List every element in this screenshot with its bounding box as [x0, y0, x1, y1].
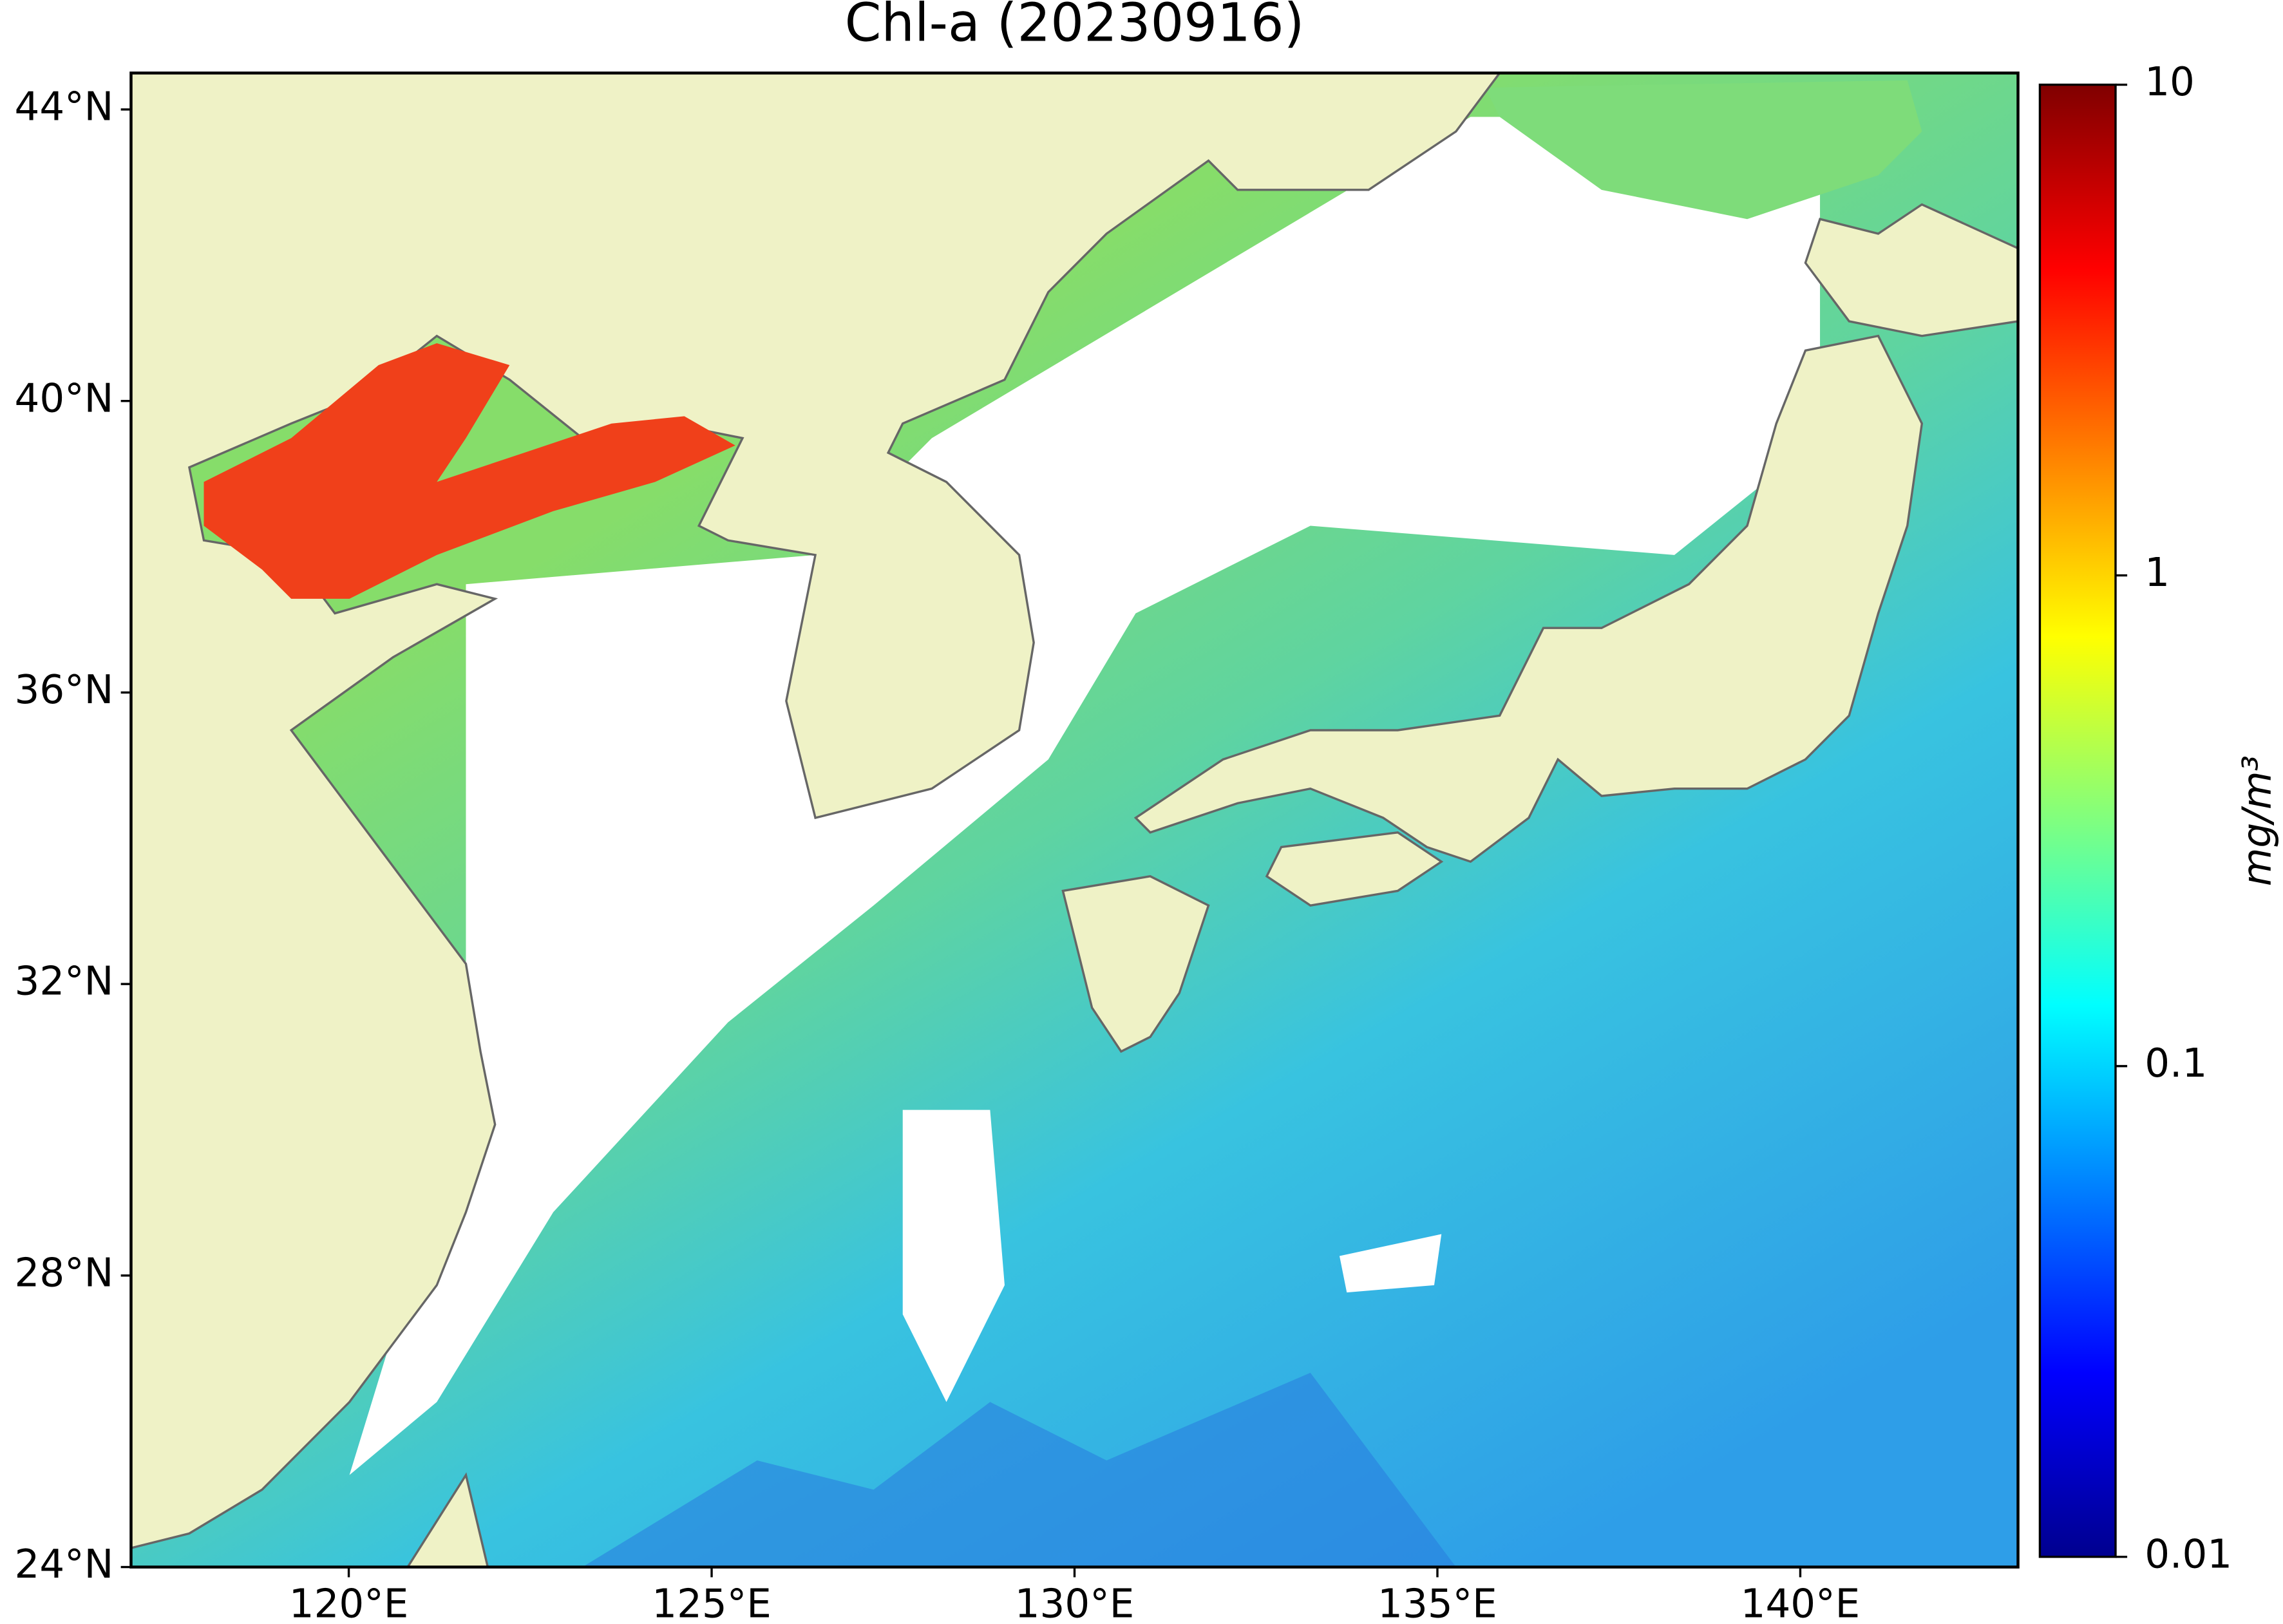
colorbar [2038, 83, 2117, 1558]
y-tick-label: 40°N [15, 375, 114, 421]
cloud [902, 1109, 1005, 1402]
map [131, 73, 2018, 1567]
colorbar-label: mg/m³ [2234, 755, 2280, 886]
x-tick-label: 140°E [1741, 1581, 1861, 1624]
y-tick-label: 44°N [15, 84, 114, 130]
colorbar-tick-label: 1 [2145, 550, 2170, 596]
y-tick-label: 32°N [15, 959, 114, 1005]
x-tick-label: 120°E [289, 1581, 409, 1624]
land [131, 73, 1501, 1549]
bohai-bloom [204, 343, 735, 599]
colorbar-tick-label: 0.01 [2145, 1531, 2232, 1577]
land [406, 1472, 489, 1567]
chart-title: Chl-a (20230916) [845, 0, 1305, 53]
y-tick-label: 36°N [15, 667, 114, 713]
cloud [349, 117, 1821, 1475]
x-tick-label: 135°E [1378, 1581, 1497, 1624]
land [1133, 334, 1924, 864]
x-tick-label: 130°E [1015, 1581, 1135, 1624]
cloud [1339, 1234, 1442, 1293]
colorbar-tick-label: 0.1 [2145, 1041, 2207, 1086]
land [1061, 875, 1210, 1053]
colorbar-tick-label: 10 [2145, 59, 2195, 105]
land [1804, 203, 2018, 337]
ocean-low [582, 1372, 1456, 1567]
ocean-north [1485, 80, 1922, 220]
x-tick-label: 125°E [652, 1581, 772, 1624]
y-tick-label: 28°N [15, 1250, 114, 1296]
y-tick-label: 24°N [15, 1542, 114, 1587]
land [1265, 831, 1444, 907]
